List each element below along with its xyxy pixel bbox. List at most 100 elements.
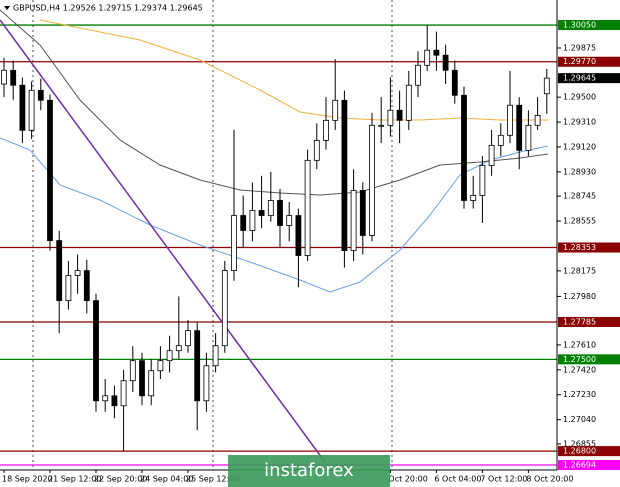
candle-body [534, 114, 541, 126]
candle-body [415, 64, 421, 86]
candle-body [451, 69, 458, 96]
level-tag [558, 56, 620, 67]
candle-body [304, 159, 311, 256]
candle-body [277, 200, 283, 226]
candle-body [369, 124, 375, 236]
level-tag [558, 242, 620, 253]
watermark: instaforex [264, 460, 354, 481]
candle-body [148, 370, 155, 397]
level-tag [558, 316, 620, 327]
candle-body [497, 134, 504, 146]
candle-body [359, 190, 366, 236]
y-tick-label: 1.27420 [563, 365, 596, 374]
candle-body [479, 165, 486, 196]
candle-body [433, 49, 440, 56]
x-tick-label: Oct 20:00 [388, 475, 427, 484]
candle-body [332, 99, 339, 121]
candle-body [203, 365, 210, 402]
candle-body [350, 190, 357, 251]
last-price-tag [558, 73, 620, 84]
candle-body [111, 395, 118, 407]
y-tick-label: 1.28930 [563, 167, 596, 176]
candle-body [1, 69, 7, 85]
candle-body [442, 54, 449, 71]
candle-body [93, 300, 99, 402]
y-tick-label: 1.29310 [563, 118, 596, 127]
level-tag [558, 446, 620, 457]
watermark-bg [228, 455, 390, 487]
level-label: 1.26694 [563, 461, 596, 470]
candle-body [47, 99, 53, 241]
candle-body [424, 49, 431, 66]
y-tick-label: 1.27230 [563, 390, 596, 399]
level-label: 1.30050 [563, 21, 596, 30]
last-price-label: 1.29645 [563, 74, 596, 83]
candle-body [341, 99, 348, 251]
candle-body [249, 210, 256, 231]
candle-body [212, 345, 219, 367]
candle-body [267, 200, 274, 216]
level-label: 1.26800 [563, 447, 596, 456]
candle-body [139, 360, 145, 397]
candle-body [286, 215, 293, 226]
candle-body [74, 270, 81, 276]
y-tick-label: 1.26855 [563, 439, 596, 448]
y-tick-label: 1.28745 [563, 192, 596, 201]
y-tick-label: 1.29500 [563, 93, 596, 102]
candle-body [157, 360, 164, 372]
candles [1, 25, 550, 452]
candle-body [102, 395, 109, 402]
candle-body [258, 210, 265, 216]
candle-body [175, 345, 182, 352]
candle-body [470, 195, 477, 201]
candle-body [295, 215, 302, 256]
x-tick-label: 8 Oct 20:00 [526, 475, 573, 484]
candle-body [543, 77, 550, 95]
y-tick-label: 1.27040 [563, 415, 596, 424]
y-tick-label: 1.27610 [563, 340, 596, 349]
candle-body [405, 84, 412, 121]
x-tick-label: 22 Sep 20:00 [94, 475, 147, 484]
day-separators [32, 0, 393, 470]
x-tick-label: 21 Sep 12:00 [48, 475, 101, 484]
y-tick-label: 1.27980 [563, 292, 596, 301]
x-tick-label: 25 Sep 12:00 [186, 475, 239, 484]
candle-body [387, 109, 394, 126]
y-tick-label: 1.28555 [563, 217, 596, 226]
candle-body [516, 104, 523, 151]
candle-body [83, 270, 90, 302]
candle-body [37, 89, 44, 101]
level-tag [558, 20, 620, 31]
candle-body [461, 94, 467, 201]
ma-fast [0, 137, 549, 293]
trend-line [0, 19, 326, 463]
candle-body [313, 140, 320, 161]
candle-body [194, 330, 201, 402]
level-label: 1.27500 [563, 355, 596, 364]
x-tick-label: 24 Sep 04:00 [140, 475, 193, 484]
candle-body [396, 109, 403, 121]
level-label: 1.28353 [563, 243, 596, 252]
candle-body [221, 270, 228, 347]
candle-body [185, 330, 191, 347]
levels [0, 24, 557, 466]
x-tick-label: 6 Oct 04:00 [434, 475, 481, 484]
candle-body [120, 380, 127, 407]
candle-body [10, 69, 17, 86]
y-tick-label: 1.28175 [563, 266, 596, 275]
x-tick-label: 18 Sep 2020 [2, 475, 53, 484]
candle-body [65, 275, 72, 302]
candle-body [488, 144, 495, 166]
axis-labels: 1.29875 1.29500 1.29310 1.29120 1.28930 1.287… [2, 20, 620, 484]
candle-body [28, 89, 35, 131]
y-tick-label: 1.29120 [563, 142, 596, 151]
candle-body [129, 360, 136, 382]
candle-body [240, 215, 247, 231]
candle-body [525, 124, 532, 151]
candle-body [19, 84, 26, 131]
y-tick-label: 1.29875 [563, 43, 596, 52]
candle-body [231, 215, 237, 271]
candle-body [56, 240, 63, 302]
level-label: 1.27785 [563, 317, 596, 326]
